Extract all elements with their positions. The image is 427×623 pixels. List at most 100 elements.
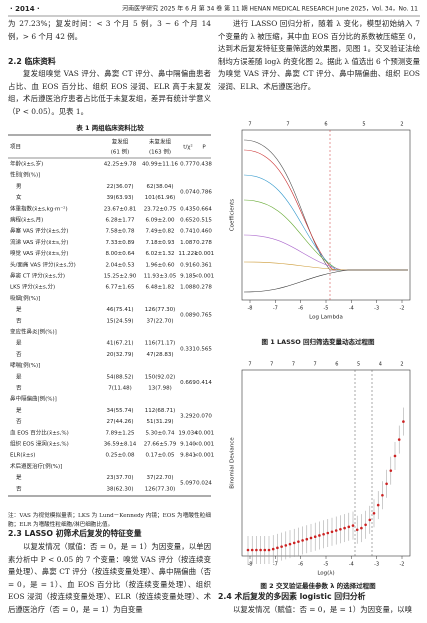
table-cell: 0.024 <box>196 481 212 487</box>
table-cell: 0.074 <box>180 190 196 196</box>
table-header: (163 例) <box>149 148 171 156</box>
table-cell: 女 <box>16 193 22 201</box>
x-tick-label: -2 <box>400 306 405 312</box>
table-cell: 38(62.30) <box>106 486 133 492</box>
table-cell: 11.221 <box>178 251 197 257</box>
table-cell: 7.89±1.25 <box>105 430 135 436</box>
table-cell: <0.001 <box>194 274 214 280</box>
cv-point <box>280 545 283 548</box>
plot-frame <box>241 369 411 557</box>
cv-point <box>288 542 292 546</box>
coef-path <box>243 261 408 271</box>
table-header: 项目 <box>10 144 21 151</box>
cv-point <box>372 511 376 515</box>
table-cell: <0.001 <box>194 442 214 448</box>
table-cell: 1.96±0.60 <box>145 262 175 268</box>
table-cell: 0.089 <box>180 313 196 319</box>
cv-point <box>385 482 388 486</box>
table-header: 未复发组 <box>149 138 172 146</box>
cv-point <box>276 546 279 550</box>
x-tick-label: -4 <box>349 306 354 312</box>
table-cell: 37(22.70) <box>146 475 173 481</box>
page-number: · 2014 · <box>10 5 40 13</box>
table-cell: 23.72±0.75 <box>144 206 177 212</box>
table-cell: 0.916 <box>180 262 196 268</box>
table-cell: 0.25±0.08 <box>105 453 135 459</box>
table-cell: 15(24.59) <box>106 318 133 324</box>
table-cell: 性别[例(%)] <box>10 171 40 179</box>
table-cell: 0.278 <box>196 240 212 246</box>
table-cell: 19.034 <box>178 430 198 436</box>
table-cell: 39(63.93) <box>106 195 133 201</box>
table-cell: 是 <box>16 373 22 380</box>
table-cell: 嗅觉 VAS 评分(x̄±s,分) <box>10 249 68 257</box>
table-cell: 7.33±0.89 <box>105 240 135 246</box>
table-cell: 0.070 <box>196 414 212 420</box>
section-title: 2.3 LASSO 初筛术后复发的特征变量 <box>8 529 142 538</box>
cv-point <box>259 548 262 552</box>
table-cell: 7.18±0.93 <box>145 240 175 246</box>
x-tick-label: -7 <box>273 562 278 568</box>
table-cell: 9.841 <box>180 453 196 459</box>
section-title: 2.2 临床资料 <box>8 57 56 66</box>
table-cell: 否 <box>16 485 22 492</box>
top-tick-label: 7 <box>286 122 289 128</box>
cv-point <box>246 548 250 552</box>
cv-point <box>267 548 271 552</box>
x-tick-label: -3 <box>374 306 379 312</box>
x-axis-label: Log(λ) <box>317 571 334 577</box>
table-cell: 54(88.52) <box>106 374 133 380</box>
table-cell: 27(44.26) <box>106 419 133 425</box>
table-cell: 112(68.71) <box>145 408 176 414</box>
table-cell: 15.25±2.90 <box>104 274 137 280</box>
coef-path <box>243 269 408 293</box>
table-cell: 0.765 <box>196 313 212 319</box>
cv-point <box>389 469 393 472</box>
x-tick-label: -8 <box>248 562 253 568</box>
table-cell: 头/面痛 VAS 评分(x̄±s,分) <box>10 260 76 268</box>
table-cell: 男 <box>16 183 22 190</box>
table-cell: 是 <box>16 407 22 414</box>
cv-point <box>301 539 304 542</box>
table-cell: 流涕 VAS 评分(x̄±s,分) <box>10 238 68 246</box>
coef-path <box>243 174 408 271</box>
cv-point <box>355 528 359 532</box>
table-cell: 病程(x̄±s,月) <box>10 216 43 224</box>
x-tick-label: -6 <box>298 306 303 312</box>
cv-point <box>313 535 317 539</box>
table-cell: 是 <box>16 340 22 347</box>
paragraph: 以复发情况（赋值：否 = 0，是 = 1）为因变量，以单因素分析中 P < 0.… <box>8 542 211 614</box>
table-cell: 36.59±8.14 <box>104 442 137 448</box>
table-cell: 体重指数(x̄±s,kg·m⁻²) <box>10 204 68 212</box>
top-tick-label: 4 <box>379 362 382 368</box>
cv-point <box>339 528 342 531</box>
table-cell: 0.438 <box>196 162 212 168</box>
table-cell: 0.460 <box>196 229 212 235</box>
x-axis-label: Log Lambda <box>309 315 343 321</box>
cv-point <box>397 438 401 441</box>
top-tick-label: 7 <box>314 362 317 368</box>
table-cell: 0.565 <box>196 346 212 352</box>
coef-path <box>243 234 408 271</box>
cv-point <box>376 503 380 507</box>
table-cell: <0.001 <box>194 251 214 257</box>
cv-point <box>309 536 313 540</box>
table-cell: 101(61.96) <box>145 195 176 201</box>
cv-point <box>347 525 351 529</box>
table-cell: 0.278 <box>196 285 212 291</box>
table-cell: 23(37.70) <box>106 475 133 481</box>
table-cell: 否 <box>16 418 22 425</box>
table-cell: 0.17±0.05 <box>145 453 175 459</box>
table-cell: 1.088 <box>180 285 196 291</box>
table-cell: 23.67±0.81 <box>104 206 137 212</box>
table-cell: 6.28±1.77 <box>105 218 135 224</box>
table-cell: 0.669 <box>180 380 196 386</box>
cv-point <box>305 537 309 541</box>
x-tick-label: -3 <box>374 562 379 568</box>
table-cell: 47(28.83) <box>146 352 173 358</box>
top-tick-label: 6 <box>335 362 338 368</box>
table-cell: 6.09±2.00 <box>145 218 175 224</box>
table-cell: 7.58±0.78 <box>105 229 135 235</box>
